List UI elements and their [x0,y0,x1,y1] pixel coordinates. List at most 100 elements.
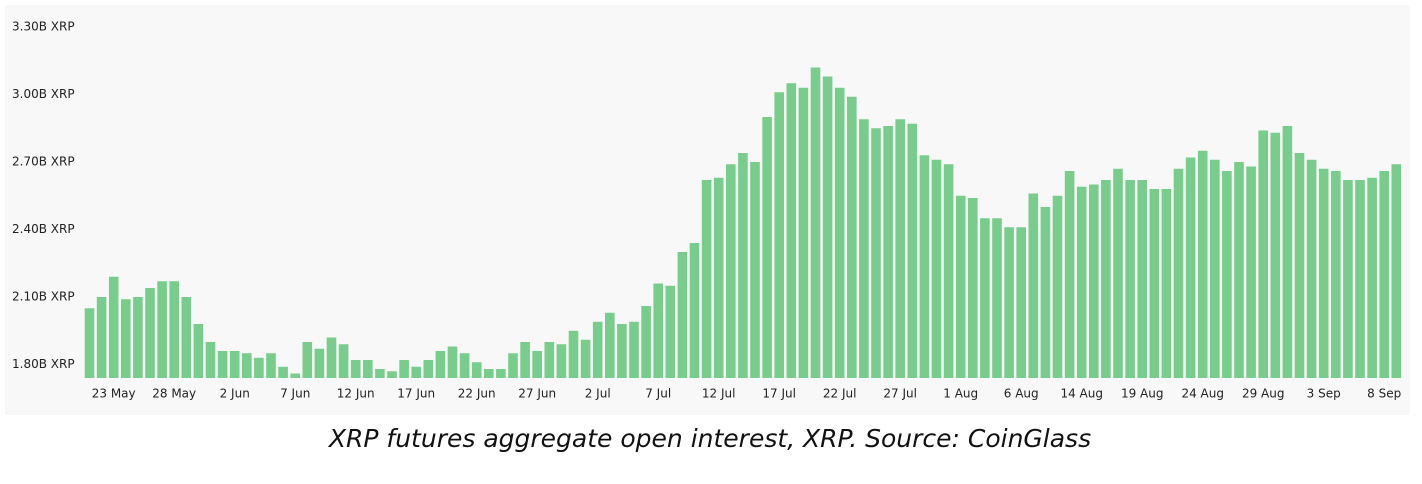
y-tick-label: 2.10B XRP [12,290,75,304]
bar [1040,207,1051,378]
bar [350,360,361,378]
x-tick-label: 27 Jun [518,387,556,401]
bar [423,360,434,378]
bar [992,218,1002,378]
bar [847,96,857,378]
bar [871,128,881,378]
bar [387,371,397,378]
bar [1016,227,1026,378]
y-tick-label: 2.70B XRP [12,155,75,169]
bar [447,346,458,378]
bar [605,312,615,378]
bar [375,369,385,378]
bar [229,351,240,378]
bar [496,369,506,378]
bar [1331,171,1341,378]
bar [750,162,760,378]
bar [157,281,167,378]
bar [738,153,748,378]
bar [459,353,470,378]
bar [568,330,579,378]
bar [1125,180,1135,378]
bar [1064,171,1075,378]
bar [592,321,603,378]
x-tick-label: 29 Aug [1242,387,1285,401]
bar [726,164,736,378]
x-tick-label: 8 Sep [1367,387,1401,401]
x-tick-label: 6 Aug [1004,387,1039,401]
bar [1028,193,1039,378]
bar [1391,164,1402,378]
bar [617,324,627,378]
bar [338,344,349,378]
x-tick-label: 24 Aug [1181,387,1224,401]
bar [96,297,107,378]
bar [931,159,942,378]
bar [1306,159,1317,378]
x-tick-label: 17 Jul [762,387,796,401]
bar [1137,180,1147,378]
bar [895,119,905,378]
bar [1052,195,1063,378]
bar [1004,227,1014,378]
bar [774,92,784,378]
bar [290,373,300,378]
bar [217,351,228,378]
bar [980,218,990,378]
bar [556,344,567,378]
y-tick-label: 1.80B XRP [12,357,75,371]
bar [471,362,482,378]
bar [133,297,143,378]
x-tick-label: 2 Jun [220,387,250,401]
x-tick-label: 22 Jun [458,387,496,401]
bar [713,177,724,378]
bar [1355,180,1365,378]
bar [1379,171,1389,378]
bar [302,342,313,378]
bar [762,117,772,378]
bar [883,126,893,378]
bar [169,281,179,378]
bar [1367,177,1377,378]
bar [1294,153,1305,378]
x-tick-label: 2 Jul [585,387,611,401]
bar [907,123,918,378]
bar [326,337,337,378]
y-tick-label: 3.30B XRP [12,20,75,34]
bar [1185,157,1196,378]
bar [677,252,688,378]
bar [1076,186,1087,378]
bar [108,276,119,378]
y-tick-label: 3.00B XRP [12,87,75,101]
bar [629,321,639,378]
bar [665,285,676,378]
bar [520,342,530,378]
bar [822,76,833,378]
bar [84,308,95,378]
bar [798,87,809,378]
x-tick-label: 3 Sep [1307,387,1341,401]
bar [701,180,712,378]
bar [1101,180,1111,378]
bar [508,353,518,378]
x-tick-label: 1 Aug [943,387,978,401]
bar [242,353,252,378]
x-tick-label: 22 Jul [823,387,857,401]
bar [278,366,288,378]
bar [363,360,373,378]
bar [653,283,663,378]
x-tick-label: 27 Jul [883,387,917,401]
x-tick-label: 7 Jul [645,387,671,401]
bar [1173,168,1184,378]
bar [919,155,930,378]
bar [1282,126,1293,378]
x-tick-label: 12 Jun [337,387,375,401]
bar [1270,132,1281,378]
bar [943,164,954,378]
bar [544,342,555,378]
bar [1197,150,1208,378]
bar [955,195,966,378]
bar [314,348,325,378]
bar [145,288,155,378]
